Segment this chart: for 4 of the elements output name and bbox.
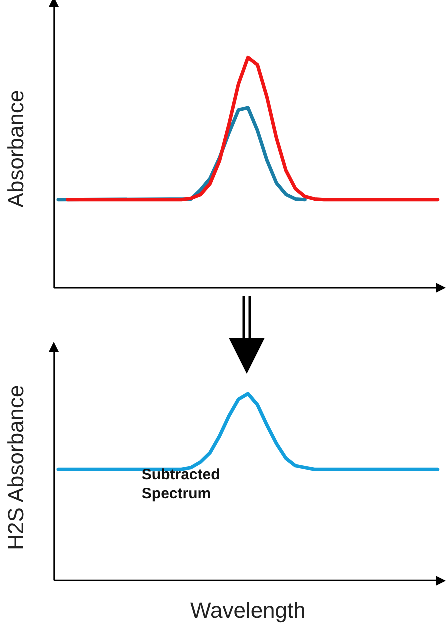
x-axis-title: Wavelength [190,598,306,623]
y-axis-title: Absorbance [3,90,28,208]
annotation: Subtracted Spectrum [142,466,220,502]
y-axis-title: H2S Absorbance [3,385,28,550]
